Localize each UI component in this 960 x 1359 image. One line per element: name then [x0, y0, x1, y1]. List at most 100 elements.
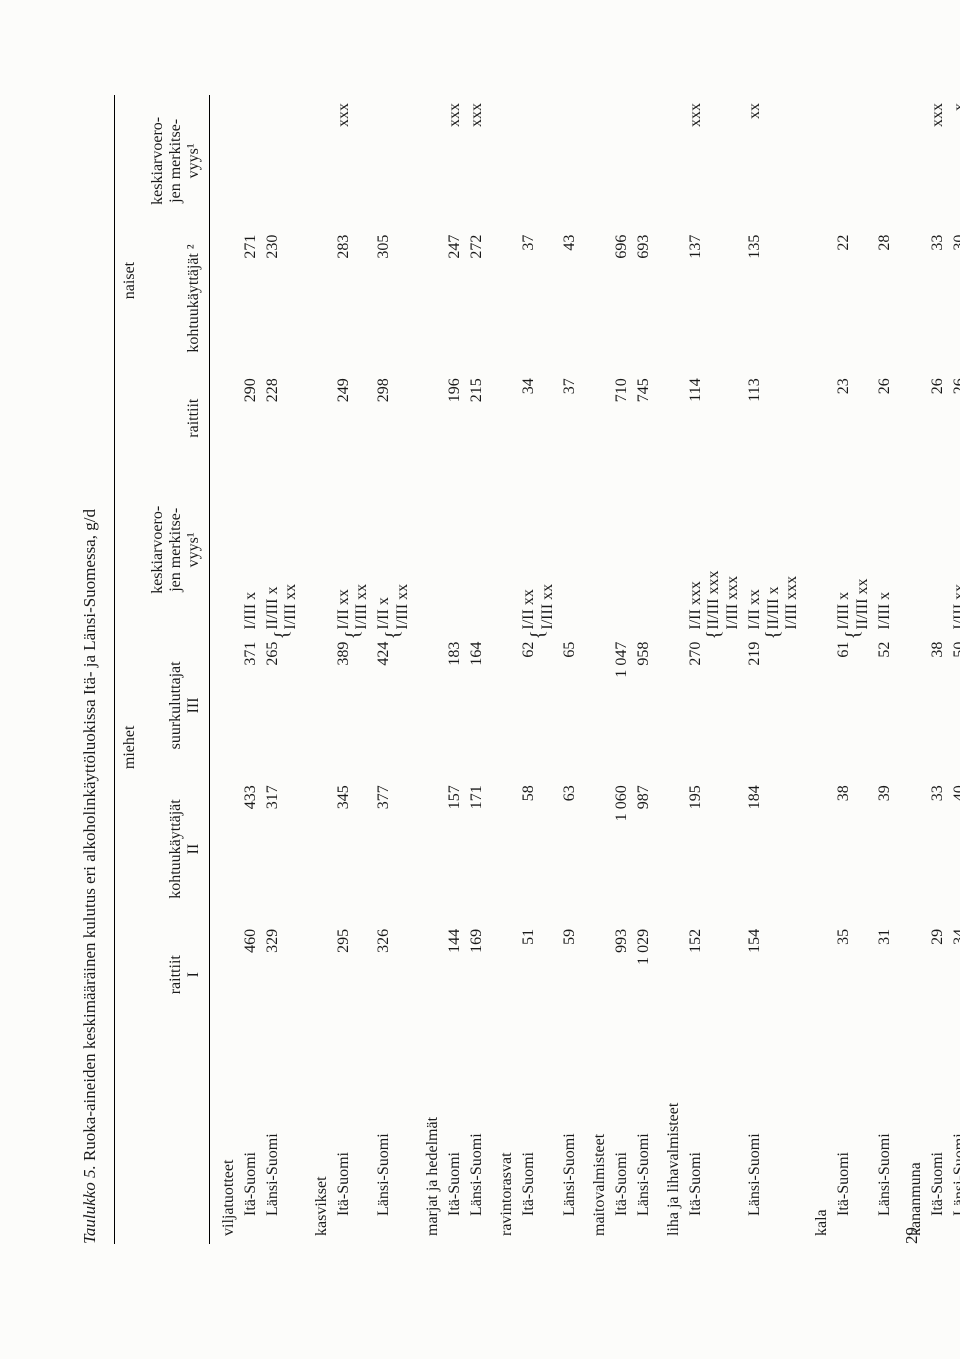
cell-msig: {I/II xxII/III xI/III xxx	[744, 466, 803, 634]
cell-w2: 696	[611, 227, 633, 371]
cell-m3: 265	[262, 634, 303, 778]
table-row: Länsi-Suomi154184219{I/II xxII/III xI/II…	[744, 95, 803, 1244]
region-label: Länsi-Suomi	[373, 1029, 414, 1244]
cell-m2: 987	[633, 777, 655, 921]
cell-w1: 113	[744, 370, 803, 466]
cell-m3: 219	[744, 634, 803, 778]
region-label: Itä-Suomi	[240, 1029, 262, 1244]
cell-m1: 295	[333, 921, 374, 1029]
cell-m1: 59	[559, 921, 581, 1029]
table-row: Itä-Suomi144157183196247xxx	[444, 95, 466, 1244]
region-label: Itä-Suomi	[833, 1029, 874, 1244]
cell-msig	[633, 466, 655, 634]
cell-m1: 144	[444, 921, 466, 1029]
cell-w2: 28	[874, 227, 896, 371]
cell-wsig	[240, 95, 262, 227]
cell-wsig	[633, 95, 655, 227]
cell-wsig	[611, 95, 633, 227]
cell-msig: {I/II xxI/III xx	[333, 466, 374, 634]
cell-w1: 114	[685, 370, 744, 466]
col-kohtuu-m: kohtuukäyttäjätII	[143, 777, 207, 921]
cell-wsig	[518, 95, 559, 227]
cell-w1: 215	[466, 370, 488, 466]
cell-w1: 26	[927, 370, 949, 466]
category-row: kananmuna	[897, 95, 927, 1244]
cell-m3: 50	[949, 634, 960, 778]
category-row: viljatuotteet	[209, 95, 240, 1244]
category-label: marjat ja hedelmät	[414, 95, 444, 1244]
cell-wsig	[874, 95, 896, 227]
region-label: Itä-Suomi	[685, 1029, 744, 1244]
cell-m2: 39	[874, 777, 896, 921]
cell-m1: 169	[466, 921, 488, 1029]
cell-m2: 40	[949, 777, 960, 921]
cell-wsig	[373, 95, 414, 227]
region-label: Länsi-Suomi	[559, 1029, 581, 1244]
cell-m2: 377	[373, 777, 414, 921]
cell-w1: 196	[444, 370, 466, 466]
cell-msig: {I/II xxI/III xx	[518, 466, 559, 634]
cell-m3: 52	[874, 634, 896, 778]
cell-m3: 61	[833, 634, 874, 778]
cell-m2: 345	[333, 777, 374, 921]
table-row: Länsi-Suomi1 029987958745693	[633, 95, 655, 1244]
cell-w1: 34	[518, 370, 559, 466]
cell-wsig	[833, 95, 874, 227]
col-sig-w: keskiarvoero-jen merkitse-vyys¹	[143, 95, 207, 227]
cell-w2: 247	[444, 227, 466, 371]
region-label: Itä-Suomi	[518, 1029, 559, 1244]
col-kohtuu-w: kohtuukäyttäjät ²	[143, 227, 207, 371]
cell-m2: 157	[444, 777, 466, 921]
cell-m3: 389	[333, 634, 374, 778]
table-row: Itä-Suomi515862{I/II xxI/III xx3437	[518, 95, 559, 1244]
category-row: marjat ja hedelmät	[414, 95, 444, 1244]
table-title-text: Ruoka-aineiden keskimääräinen kulutus er…	[80, 509, 99, 1165]
cell-m1: 35	[833, 921, 874, 1029]
cell-w2: 137	[685, 227, 744, 371]
col-group-women: naiset	[115, 95, 144, 466]
cell-w1: 710	[611, 370, 633, 466]
cell-msig	[444, 466, 466, 634]
cell-m3: 270	[685, 634, 744, 778]
cell-w2: 43	[559, 227, 581, 371]
region-label: Länsi-Suomi	[466, 1029, 488, 1244]
cell-w2: 37	[518, 227, 559, 371]
region-label: Itä-Suomi	[333, 1029, 374, 1244]
cell-m1: 326	[373, 921, 414, 1029]
cell-wsig	[559, 95, 581, 227]
cell-m2: 433	[240, 777, 262, 921]
cell-w2: 693	[633, 227, 655, 371]
cell-w1: 26	[949, 370, 960, 466]
cell-m3: 62	[518, 634, 559, 778]
category-label: kala	[803, 95, 833, 1244]
col-sig-m: keskiarvoero-jen merkitse-vyys¹	[143, 466, 207, 634]
table-caption: Taulukko 5. Ruoka-aineiden keskimääräine…	[80, 95, 100, 1244]
cell-w2: 271	[240, 227, 262, 371]
cell-msig: I/III x	[874, 466, 896, 634]
table-row: Länsi-Suomi313952I/III x2628	[874, 95, 896, 1244]
category-row: maitovalmisteet	[581, 95, 611, 1244]
cell-msig: I/III x	[240, 466, 262, 634]
cell-m2: 58	[518, 777, 559, 921]
cell-m3: 1 047	[611, 634, 633, 778]
cell-m1: 1 029	[633, 921, 655, 1029]
cell-wsig: xxx	[333, 95, 374, 227]
cell-msig	[611, 466, 633, 634]
cell-w1: 37	[559, 370, 581, 466]
cell-m2: 1 060	[611, 777, 633, 921]
region-label: Länsi-Suomi	[949, 1029, 960, 1244]
cell-w2: 33	[927, 227, 949, 371]
cell-wsig: xxx	[927, 95, 949, 227]
region-label: Länsi-Suomi	[744, 1029, 803, 1244]
category-label: kananmuna	[897, 95, 927, 1244]
category-row: liha ja lihavalmisteet	[655, 95, 685, 1244]
table-row: Länsi-Suomi344050I/III xx2630x	[949, 95, 960, 1244]
cell-m3: 65	[559, 634, 581, 778]
cell-wsig: xxx	[466, 95, 488, 227]
cell-m3: 958	[633, 634, 655, 778]
table-row: Itä-Suomi2933382633xxx	[927, 95, 949, 1244]
cell-m3: 183	[444, 634, 466, 778]
table-row: Länsi-Suomi329317265{II/III xI/III xx228…	[262, 95, 303, 1244]
cell-w2: 22	[833, 227, 874, 371]
cell-w1: 228	[262, 370, 303, 466]
